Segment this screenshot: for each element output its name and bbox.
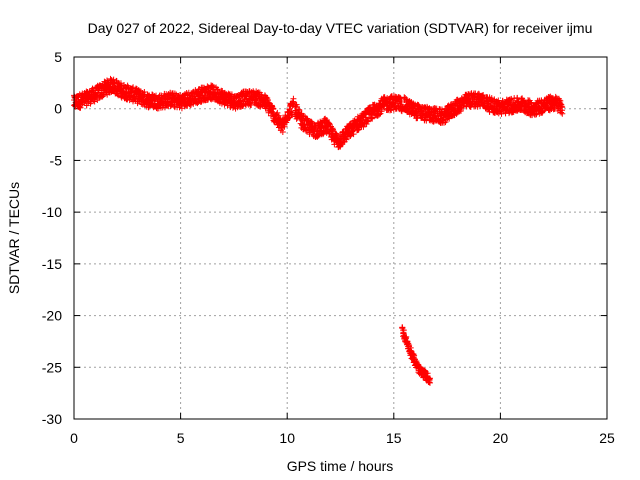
data-point-marker bbox=[237, 97, 244, 104]
x-tick-label: 5 bbox=[177, 430, 185, 446]
data-point-marker bbox=[374, 107, 381, 114]
data-point-marker bbox=[281, 123, 288, 130]
y-tick-label: -30 bbox=[42, 411, 62, 427]
data-point-marker bbox=[547, 93, 554, 100]
data-point-marker bbox=[402, 335, 409, 342]
data-point-marker bbox=[279, 128, 286, 135]
data-point-marker bbox=[209, 82, 216, 89]
data-point-marker bbox=[408, 347, 415, 354]
data-point-marker bbox=[248, 101, 255, 108]
data-point-marker bbox=[252, 96, 259, 103]
data-point-marker bbox=[330, 126, 337, 133]
data-point-marker bbox=[274, 109, 281, 116]
data-point-marker bbox=[329, 127, 336, 134]
data-point-marker bbox=[527, 99, 534, 106]
data-point-marker bbox=[433, 105, 440, 112]
data-point-marker bbox=[360, 123, 367, 130]
data-point-marker bbox=[442, 119, 449, 126]
data-point-marker bbox=[350, 126, 357, 133]
data-point-marker bbox=[506, 110, 513, 117]
y-axis-label: SDTVAR / TECUs bbox=[6, 182, 22, 294]
data-point-marker bbox=[369, 114, 376, 121]
data-point-marker bbox=[559, 107, 566, 114]
plot-frame bbox=[73, 56, 608, 420]
data-point-marker bbox=[270, 105, 277, 112]
data-point-marker bbox=[114, 90, 121, 97]
data-point-marker bbox=[441, 119, 448, 126]
data-point-marker bbox=[296, 107, 303, 114]
data-points bbox=[71, 75, 566, 386]
x-tick-label: 0 bbox=[70, 430, 78, 446]
data-point-marker bbox=[190, 100, 197, 107]
data-point-marker bbox=[426, 375, 433, 382]
data-point-marker bbox=[141, 89, 148, 96]
x-tick-label: 15 bbox=[386, 430, 402, 446]
data-point-marker bbox=[343, 136, 350, 143]
x-tick-label: 25 bbox=[599, 430, 615, 446]
data-point-marker bbox=[399, 324, 406, 331]
y-tick-label: -25 bbox=[42, 359, 62, 375]
data-point-marker bbox=[350, 131, 357, 138]
data-point-marker bbox=[205, 88, 212, 95]
data-point-marker bbox=[390, 93, 397, 100]
y-tick-label: 5 bbox=[54, 49, 62, 65]
y-tick-label: -5 bbox=[50, 152, 63, 168]
y-tick-label: 0 bbox=[54, 101, 62, 117]
data-point-marker bbox=[376, 111, 383, 118]
data-point-marker bbox=[508, 95, 515, 102]
chart-title: Day 027 of 2022, Sidereal Day-to-day VTE… bbox=[88, 20, 593, 36]
x-tick-label: 20 bbox=[493, 430, 509, 446]
x-axis-label: GPS time / hours bbox=[287, 458, 394, 474]
y-tick-label: -15 bbox=[42, 256, 62, 272]
y-tick-label: -20 bbox=[42, 308, 62, 324]
data-point-marker bbox=[538, 109, 545, 116]
data-point-marker bbox=[315, 132, 322, 139]
data-point-marker bbox=[507, 96, 514, 103]
data-point-marker bbox=[130, 84, 137, 91]
x-tick-label: 10 bbox=[279, 430, 295, 446]
y-tick-label: -10 bbox=[42, 204, 62, 220]
data-point-marker bbox=[398, 99, 405, 106]
data-point-marker bbox=[333, 131, 340, 138]
